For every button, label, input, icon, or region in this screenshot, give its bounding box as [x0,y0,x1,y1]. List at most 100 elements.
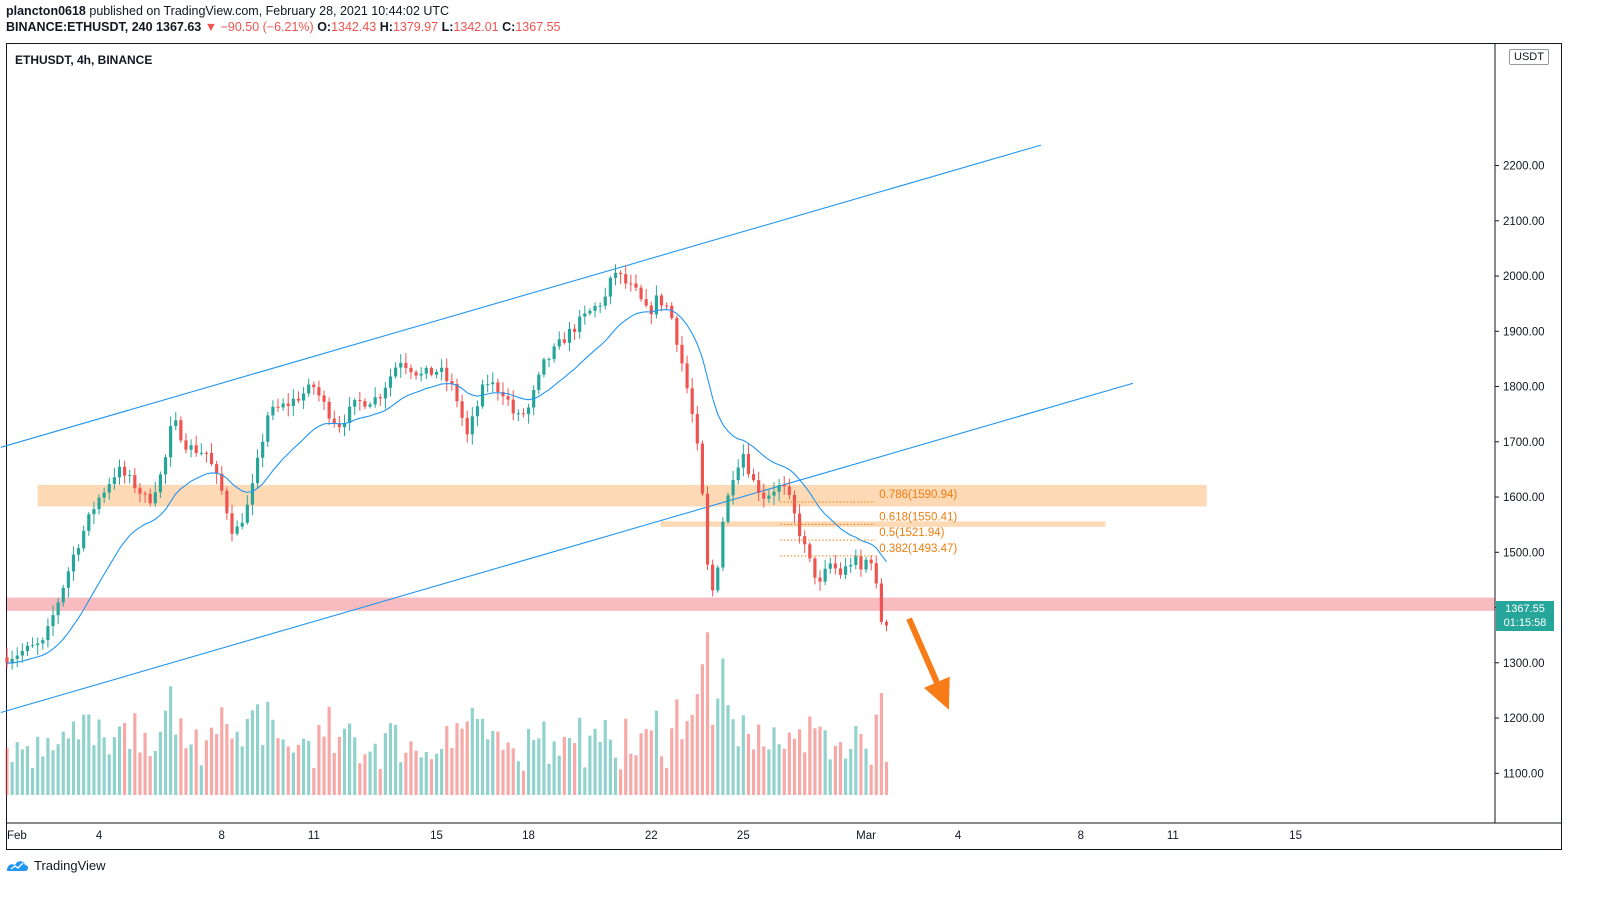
volume-bar [240,746,244,795]
volume-bar [199,765,203,795]
volume-bar [659,756,664,795]
volume-bar [573,743,577,795]
chart-legend: ETHUSDT, 4h, BINANCE [15,53,153,67]
candle-body [700,443,705,494]
last-price-value: 1367.55 [1505,603,1545,615]
volume-bar [603,719,607,795]
volume-bar [803,752,807,795]
volume-bar [133,713,137,795]
candle-body [659,295,664,306]
volume-bar [266,701,270,795]
candle-body [823,568,827,582]
low-value: 1342.01 [453,20,499,34]
volume-bar [153,750,157,795]
candle-body [220,473,224,491]
low-label: L: [441,20,454,34]
volume-bar [215,733,219,795]
time-tick-label: Feb [7,830,27,842]
time-tick-label: Mar [856,830,876,842]
volume-bar [665,768,669,795]
candle-body [578,316,582,332]
candle-body [419,373,423,376]
candle-body [496,382,500,392]
volume-bar [844,758,848,795]
currency-unit[interactable]: USDT [1509,49,1549,65]
candle-body [363,401,367,407]
candle-body [266,415,270,442]
channel-layer [0,144,1134,714]
candle-body [250,483,255,505]
candle-body [654,295,658,315]
candle-body [25,645,30,651]
candle-body [649,305,653,315]
candle-body [230,513,234,534]
candle-body [838,568,843,575]
candle-body [46,626,50,641]
candle-body [199,452,203,454]
volume-bar [117,726,122,795]
candle-body [445,367,449,382]
volume-bar [128,748,132,795]
volume-bar [475,719,480,795]
candle-body [516,413,520,415]
footer-brand[interactable]: TradingView [6,858,106,873]
last-price: 1367.63 [156,20,202,34]
volume-bar [542,721,546,795]
open-value: 1342.43 [331,20,377,34]
candle-body [562,339,566,343]
volume-bar [220,707,224,795]
candle-body [884,621,889,626]
time-tick-label: 18 [522,830,535,842]
volume-bar [762,746,766,795]
candle-body [312,384,316,388]
volume-bar [787,732,791,795]
candle-body [598,305,602,307]
time-tick-label: 15 [1289,830,1302,842]
volume-bar [317,724,321,795]
volume-bar [526,728,531,795]
volume-bar [741,715,745,795]
resistance-zone-narrow [660,521,1106,527]
volume-bar [700,664,705,795]
open-label: O: [317,20,332,34]
candle-body [225,490,229,514]
volume-bar [460,728,464,795]
candle-body [603,296,607,306]
price-tick-label: 1800.00 [1503,382,1545,394]
volume-bar [399,762,403,795]
volume-bar [440,748,444,795]
candle-body [859,556,863,570]
candle-body [864,559,868,570]
candle-body [394,367,398,377]
fib-level-label: 0.786(1590.94) [879,489,957,501]
resistance-zone-upper [37,484,1207,507]
candle-body [695,414,699,444]
candle-body [879,583,883,622]
candle-body [36,643,40,646]
candle-body [261,441,265,458]
candle-body [204,452,209,454]
candle-body [787,486,791,496]
volume-bar [394,724,398,795]
candle-body [51,615,55,627]
volume-bar [859,733,863,795]
volume-bar [123,722,127,795]
candle-body [869,559,873,564]
candle-body [97,497,101,510]
candle-body [281,403,285,408]
ohlc-line: BINANCE:ETHUSDT, 240 1367.63 ▼ −90.50 (−… [6,20,561,34]
candle-body [163,457,168,475]
candle-body [117,466,122,478]
volume-bar [46,738,50,795]
candle-body [767,495,771,499]
candle-body [675,318,679,345]
candle-body [608,277,612,297]
high-value: 1379.97 [392,20,439,34]
volume-bar [414,750,418,795]
price-tick-label: 1700.00 [1503,437,1545,449]
volume-bar [194,729,198,795]
candle-body [521,413,526,415]
candle-body [741,454,745,468]
author-name[interactable]: plancton0618 [6,4,86,18]
